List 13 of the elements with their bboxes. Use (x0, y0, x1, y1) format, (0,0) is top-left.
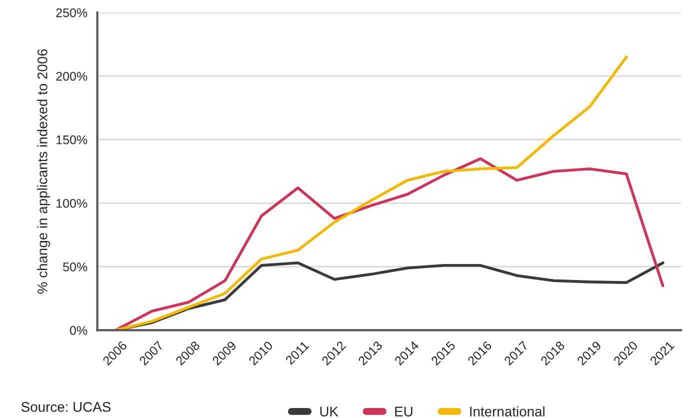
line-series (114, 56, 628, 330)
y-tick-label: 50% (63, 262, 88, 272)
y-axis-title: % change in applicants indexed to 2006 (37, 49, 50, 294)
y-tick-label: 100% (56, 198, 88, 208)
y-tick-label: 0% (70, 326, 88, 335)
legend-label: International (470, 406, 544, 416)
source-note: Source: UCAS (21, 402, 111, 412)
y-tick-label: 150% (56, 135, 88, 144)
y-tick-label: 200% (56, 72, 88, 81)
legend-label: EU (395, 406, 412, 416)
y-tick-label: 250% (56, 8, 88, 18)
legend-label: UK (320, 406, 338, 416)
line-series (114, 157, 664, 330)
